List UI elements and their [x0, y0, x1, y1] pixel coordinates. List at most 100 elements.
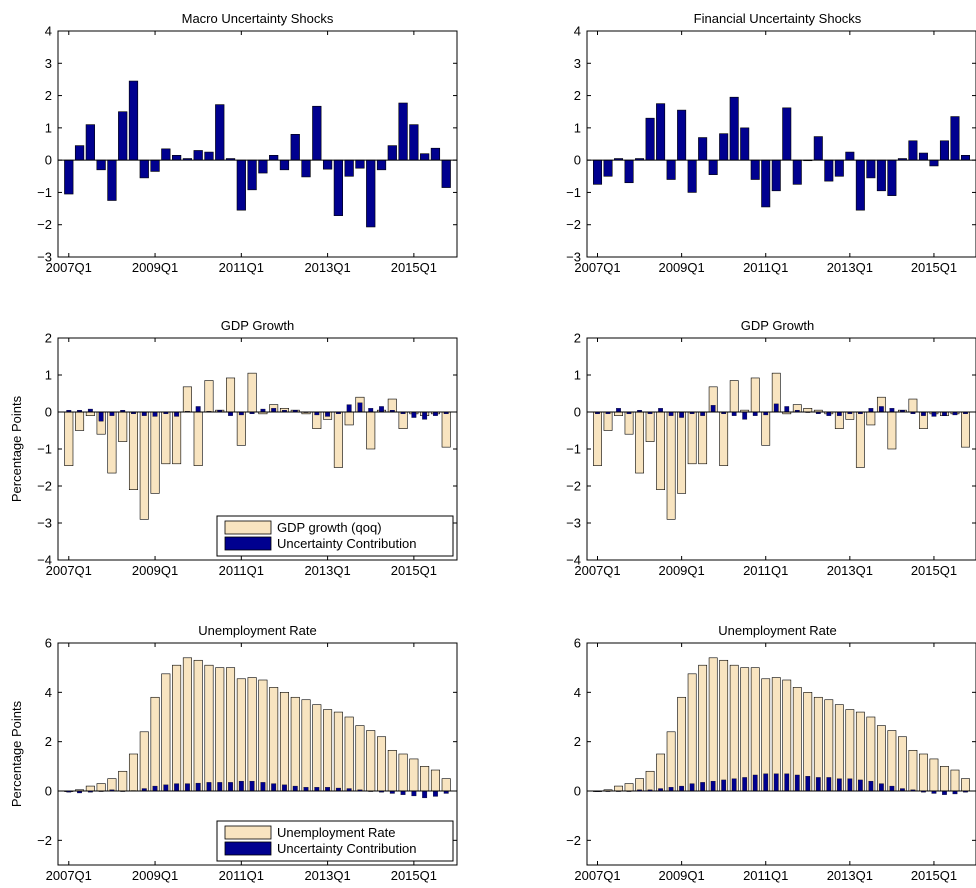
- bar-main-35: [961, 778, 970, 792]
- ytick-label: −1: [37, 185, 52, 200]
- ytick-label: 1: [574, 368, 581, 383]
- bar-contribution-12: [195, 406, 201, 413]
- bar-shock-35: [441, 159, 451, 188]
- xtick-label: 2013Q1: [827, 260, 873, 275]
- ytick-label: 4: [574, 24, 581, 39]
- bar-contribution-20: [805, 776, 811, 792]
- ytick-label: 2: [45, 734, 52, 749]
- bar-contribution-18: [784, 773, 790, 792]
- bar-shock-27: [876, 159, 886, 192]
- ytick-label: −1: [566, 442, 581, 457]
- bar-main-5: [645, 770, 655, 792]
- ytick-label: 2: [45, 88, 52, 103]
- bar-main-15: [226, 377, 236, 413]
- xtick-label: 2015Q1: [391, 868, 437, 883]
- ytick-label: 2: [574, 734, 581, 749]
- bar-shock-26: [866, 159, 876, 179]
- ytick-label: −2: [37, 217, 52, 232]
- bar-contribution-13: [731, 411, 737, 416]
- unemp-macro-panel: −2 0 2 4 6 2007Q1 2009Q1 2011Q1 2013Q1 2015Q1 Unem…: [9, 623, 458, 883]
- bar-contribution-28: [889, 785, 895, 792]
- bar-main-26: [344, 411, 354, 426]
- legend-swatch: [224, 536, 272, 551]
- bar-shock-1: [603, 159, 613, 177]
- bar-shock-8: [150, 159, 160, 172]
- bar-main-12: [193, 411, 203, 466]
- bar-contribution-19: [794, 774, 800, 792]
- xtick-label: 2015Q1: [391, 260, 437, 275]
- bar-main-10: [172, 664, 182, 792]
- bar-contribution-33: [422, 790, 428, 799]
- bar-main-13: [729, 380, 739, 413]
- bar-main-6: [656, 753, 665, 792]
- xtick-label: 2007Q1: [46, 868, 92, 883]
- xtick-label: 2011Q1: [219, 260, 264, 275]
- bar-shock-28: [366, 159, 376, 228]
- bar-contribution-32: [931, 411, 937, 417]
- bar-main-26: [866, 716, 876, 792]
- bar-main-32: [929, 758, 939, 792]
- bar-main-8: [677, 411, 687, 494]
- bar-contribution-32: [411, 790, 417, 797]
- bar-contribution-31: [400, 790, 406, 795]
- xtick-label: 2011Q1: [743, 563, 788, 578]
- bar-main-16: [236, 678, 246, 792]
- gdp-financial-panel: −4 −3 −2 −1 0 1 2 2007Q1 2009Q1 2011Q1 2013Q1 2015Q…: [566, 318, 976, 578]
- ytick-label: 0: [45, 784, 52, 799]
- bar-shock-5: [645, 117, 655, 161]
- ytick-label: 3: [45, 56, 52, 71]
- bar-contribution-22: [303, 787, 309, 792]
- ytick-label: 1: [574, 120, 581, 135]
- xtick-label: 2013Q1: [827, 868, 873, 883]
- bar-contribution-2: [616, 408, 621, 413]
- bar-main-1: [603, 411, 613, 431]
- bar-contribution-29: [379, 406, 384, 413]
- ytick-label: 6: [574, 636, 581, 651]
- bar-shock-13: [204, 151, 214, 161]
- bar-contribution-24: [847, 778, 853, 792]
- bar-main-29: [377, 736, 387, 792]
- bar-contribution-19: [271, 783, 277, 792]
- bar-contribution-8: [679, 411, 684, 418]
- bar-shock-34: [950, 116, 960, 161]
- bar-contribution-15: [228, 411, 233, 416]
- bar-shock-24: [322, 159, 333, 170]
- bar-main-17: [247, 372, 257, 413]
- bar-main-9: [687, 673, 697, 792]
- bar-contribution-33: [942, 790, 947, 795]
- bar-shock-17: [771, 159, 781, 192]
- bar-main-25: [333, 411, 343, 468]
- bar-main-3: [96, 783, 106, 792]
- xtick-label: 2013Q1: [827, 563, 873, 578]
- bar-main-4: [635, 411, 644, 474]
- chart-title: Financial Uncertainty Shocks: [694, 11, 862, 26]
- bar-main-26: [866, 411, 876, 426]
- ytick-label: 4: [45, 24, 52, 39]
- bar-main-3: [624, 783, 634, 792]
- legend-swatch: [224, 825, 272, 840]
- ytick-label: 6: [45, 636, 52, 651]
- bar-shock-14: [740, 127, 750, 161]
- bar-main-30: [908, 398, 918, 413]
- bar-shock-9: [161, 148, 171, 161]
- bar-main-20: [279, 692, 289, 792]
- bar-main-0: [64, 411, 74, 466]
- bars: [64, 372, 451, 520]
- bar-shock-14: [215, 104, 225, 161]
- bar-main-11: [182, 657, 192, 792]
- bar-shock-22: [824, 159, 834, 182]
- bar-contribution-33: [422, 411, 428, 420]
- bar-main-27: [355, 725, 365, 792]
- bar-main-10: [698, 664, 708, 792]
- bar-shock-11: [708, 159, 718, 175]
- bar-main-7: [666, 411, 676, 520]
- bar-main-9: [161, 673, 171, 792]
- bar-main-35: [961, 411, 970, 448]
- legend-label: Uncertainty Contribution: [277, 841, 416, 856]
- bar-main-6: [128, 753, 138, 792]
- ytick-label: 0: [45, 405, 52, 420]
- bar-contribution-11: [710, 780, 716, 792]
- bar-shock-19: [269, 155, 279, 161]
- bar-contribution-15: [752, 774, 758, 792]
